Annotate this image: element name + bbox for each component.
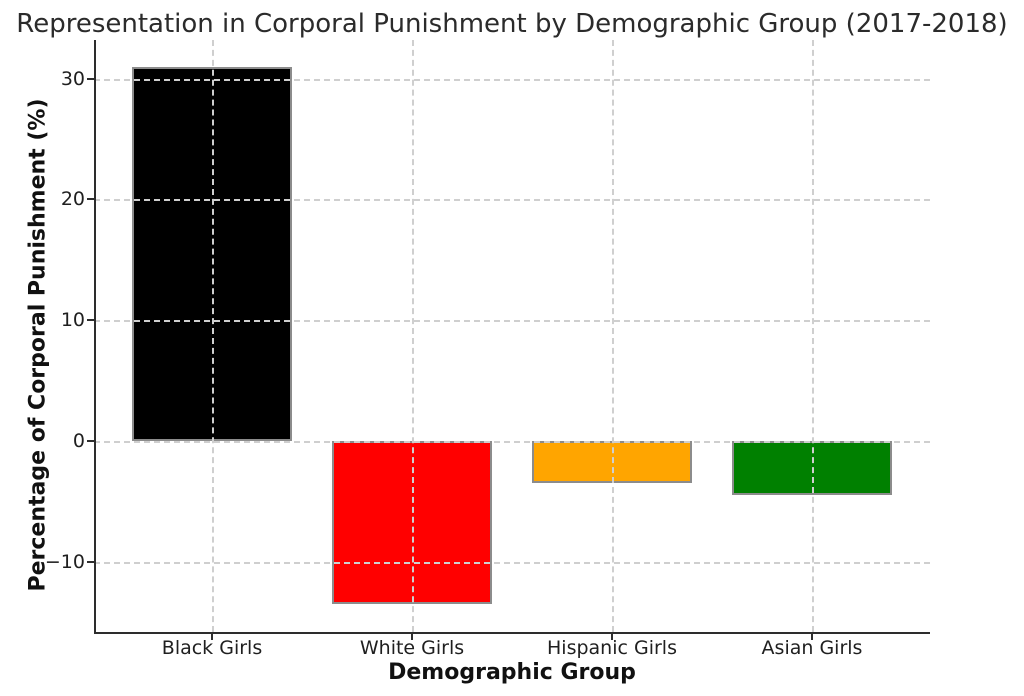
y-tick-mark xyxy=(87,560,94,563)
y-tick-mark xyxy=(87,319,94,322)
y-tick-label: 0 xyxy=(72,430,85,453)
x-tick-label-white-girls: White Girls xyxy=(359,637,465,659)
h-gridline xyxy=(94,199,930,202)
v-gridline xyxy=(412,40,414,632)
h-gridline xyxy=(94,441,930,444)
y-tick-mark xyxy=(87,198,94,201)
x-tick-mark xyxy=(211,632,213,640)
x-tick-label-black-girls: Black Girls xyxy=(161,637,263,659)
x-tick-mark xyxy=(811,632,813,640)
v-gridline xyxy=(212,40,214,632)
h-gridline xyxy=(94,561,930,564)
y-tick-mark xyxy=(87,77,94,80)
v-gridline xyxy=(812,40,814,632)
x-tick-label-asian-girls: Asian Girls xyxy=(761,637,863,659)
v-gridline xyxy=(612,40,614,632)
h-gridline xyxy=(94,78,930,81)
y-axis-label: Percentage of Corporal Punishment (%) xyxy=(25,98,51,592)
y-tick-label: 30 xyxy=(60,67,85,90)
x-axis-label: Demographic Group xyxy=(388,660,636,685)
x-tick-mark xyxy=(411,632,413,640)
y-tick-label: 10 xyxy=(60,309,85,332)
y-axis-spine xyxy=(94,40,96,632)
x-axis-spine xyxy=(94,632,930,634)
chart-title: Representation in Corporal Punishment by… xyxy=(16,9,1008,39)
y-tick-label: −10 xyxy=(44,550,85,573)
x-tick-mark xyxy=(611,632,613,640)
y-tick-mark xyxy=(87,440,94,443)
x-tick-label-hispanic-girls: Hispanic Girls xyxy=(547,637,677,659)
plot-area xyxy=(94,40,930,634)
y-tick-label: 20 xyxy=(60,188,85,211)
h-gridline xyxy=(94,320,930,323)
